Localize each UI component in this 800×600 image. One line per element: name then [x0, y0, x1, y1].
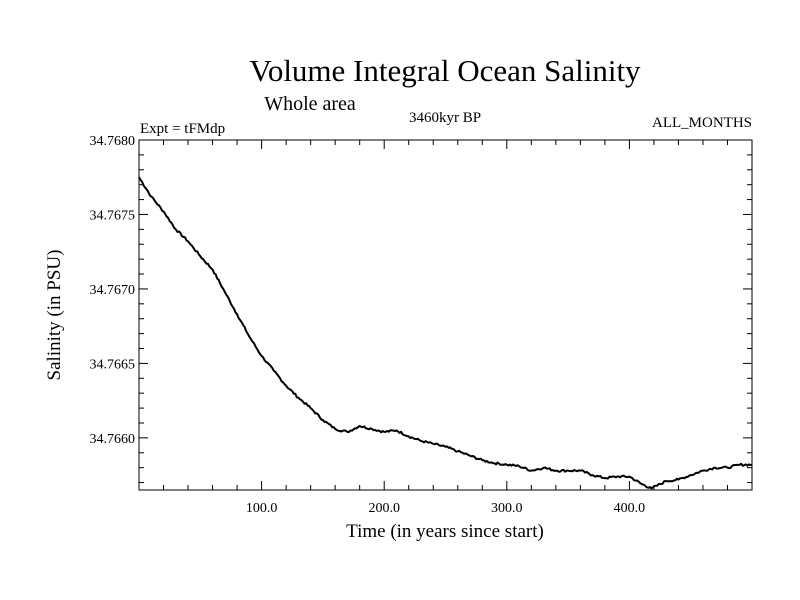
x-tick-label: 300.0 — [491, 501, 523, 516]
months-label: ALL_MONTHS — [652, 115, 752, 131]
y-axis: 34.7660 34.7665 34.7670 34.7675 34.7680 — [90, 134, 752, 447]
y-tick-label: 34.7680 — [90, 134, 136, 149]
x-axis: 100.0 200.0 300.0 400.0 — [246, 140, 645, 516]
plot-frame — [138, 139, 753, 491]
y-tick-label: 34.7665 — [90, 357, 136, 372]
salinity-series-line — [138, 176, 753, 490]
x-tick-label: 400.0 — [614, 501, 646, 516]
y-tick-label: 34.7660 — [90, 432, 136, 447]
y-tick-label: 34.7675 — [90, 208, 136, 223]
x-tick-label: 200.0 — [368, 501, 400, 516]
minor-ticks — [139, 140, 752, 490]
y-tick-label: 34.7670 — [90, 283, 136, 298]
y-axis-label: Salinity (in PSU) — [44, 250, 65, 381]
chart-subtitle: Whole area — [264, 93, 356, 115]
experiment-label: Expt = tFMdp — [140, 121, 225, 137]
x-tick-label: 100.0 — [246, 501, 278, 516]
period-label: 3460kyr BP — [409, 110, 481, 126]
chart-title: Volume Integral Ocean Salinity — [249, 53, 641, 88]
x-axis-label: Time (in years since start) — [346, 521, 544, 542]
